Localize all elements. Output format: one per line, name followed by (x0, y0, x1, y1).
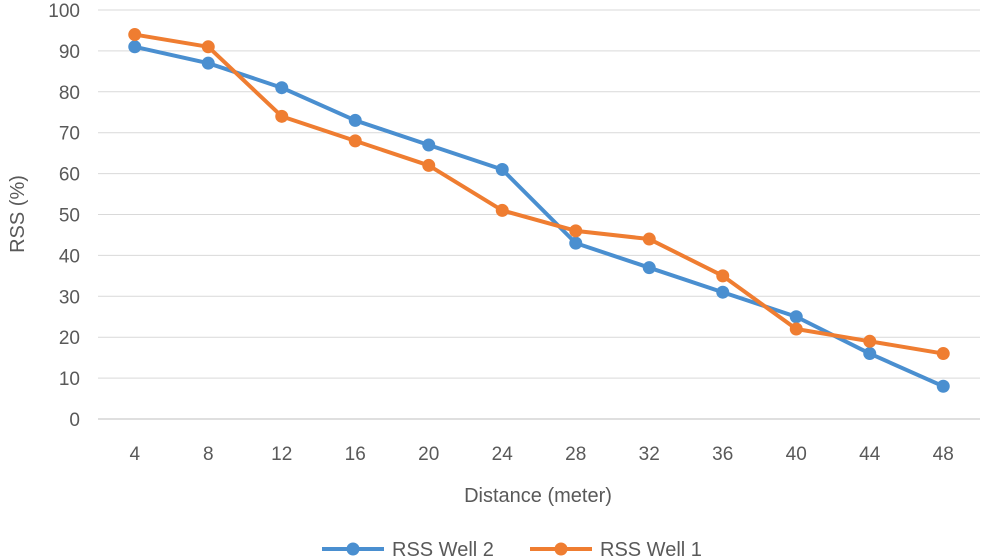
x-tick-label: 32 (639, 444, 660, 465)
data-point (569, 236, 583, 250)
y-tick-label: 50 (59, 206, 80, 227)
y-tick-label: 100 (48, 1, 80, 22)
legend-label: RSS Well 1 (600, 539, 702, 559)
y-axis-title: RSS (%) (7, 175, 29, 253)
y-tick-label: 10 (59, 369, 80, 390)
x-tick-label: 48 (933, 444, 954, 465)
legend: RSS Well 2 RSS Well 1 (322, 539, 702, 559)
data-point (128, 28, 142, 42)
x-tick-label: 20 (418, 444, 439, 465)
x-axis-title: Distance (meter) (464, 485, 612, 507)
y-axis-ticks: 0 10 20 30 40 50 60 70 80 90 100 (48, 1, 80, 431)
data-point (422, 138, 436, 152)
data-point (716, 285, 730, 299)
data-point (422, 158, 436, 172)
data-point (642, 232, 656, 246)
x-axis-ticks: 4 8 12 16 20 24 28 32 36 40 44 48 (129, 444, 953, 465)
x-tick-label: 40 (786, 444, 807, 465)
y-tick-label: 60 (59, 165, 80, 186)
data-point (863, 347, 877, 361)
x-tick-label: 28 (565, 444, 586, 465)
y-tick-label: 30 (59, 287, 80, 308)
data-point (642, 261, 656, 275)
series-line (132, 44, 946, 389)
series-1 (128, 40, 950, 393)
x-tick-label: 24 (492, 444, 514, 465)
y-tick-label: 80 (59, 83, 80, 104)
x-tick-label: 44 (859, 444, 881, 465)
data-point (348, 134, 362, 148)
legend-item: RSS Well 1 (530, 539, 702, 559)
legend-item: RSS Well 2 (322, 539, 494, 559)
data-point (201, 40, 215, 54)
data-point (275, 109, 289, 123)
data-point (716, 269, 730, 283)
data-point (936, 379, 950, 393)
data-point (936, 347, 950, 361)
y-tick-label: 90 (59, 42, 80, 63)
data-point (275, 81, 289, 95)
legend-label: RSS Well 2 (392, 539, 494, 559)
y-tick-label: 40 (59, 246, 80, 267)
x-tick-label: 16 (345, 444, 366, 465)
x-tick-label: 36 (712, 444, 733, 465)
grid (98, 9, 980, 420)
x-tick-label: 12 (271, 444, 292, 465)
data-point (863, 334, 877, 348)
y-tick-label: 20 (59, 328, 80, 349)
data-point (495, 203, 509, 217)
y-tick-label: 0 (69, 410, 80, 431)
data-point (789, 322, 803, 336)
data-point (495, 163, 509, 177)
series-group (128, 28, 950, 393)
legend-marker (554, 542, 568, 556)
x-tick-label: 8 (203, 444, 214, 465)
data-point (201, 56, 215, 70)
legend-marker (346, 542, 360, 556)
x-tick-label: 4 (129, 444, 140, 465)
series-line (132, 32, 946, 356)
data-point (789, 310, 803, 324)
series-2 (128, 28, 950, 361)
data-point (348, 113, 362, 127)
data-point (128, 40, 142, 54)
y-tick-label: 70 (59, 124, 80, 145)
data-point (569, 224, 583, 238)
